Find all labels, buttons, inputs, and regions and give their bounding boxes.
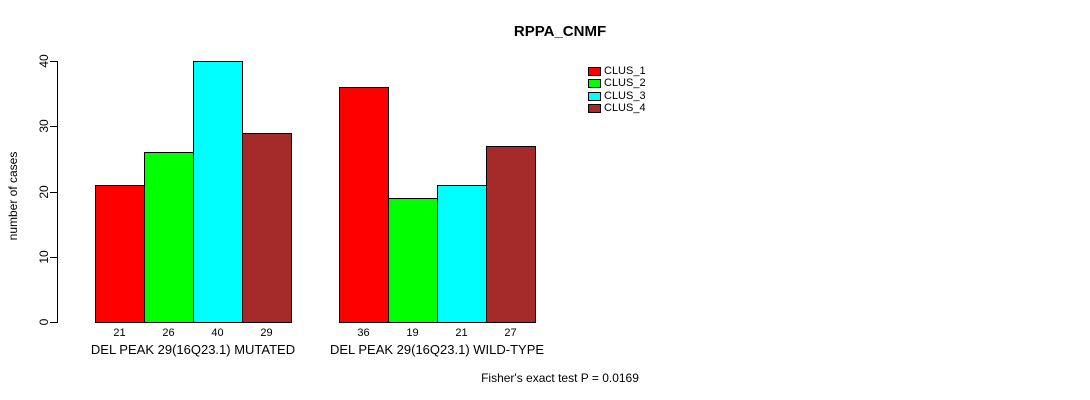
bar-clus_2-group1: [144, 152, 194, 323]
legend-swatch-clus_4: [588, 104, 601, 114]
y-axis-tick: [50, 61, 57, 62]
annotation-fisher-test: Fisher's exact test P = 0.0169: [481, 371, 639, 385]
bar-value-label: 26: [162, 327, 175, 339]
bar-clus_2-group2: [388, 198, 438, 323]
legend-label-clus_4: CLUS_4: [604, 102, 646, 115]
legend-swatch-clus_3: [588, 91, 601, 101]
bar-value-label: 21: [113, 327, 126, 339]
bar-value-label: 40: [211, 327, 224, 339]
y-axis-tick: [50, 126, 57, 128]
y-axis-tick: [50, 322, 57, 323]
bar-value-label: 29: [260, 327, 273, 339]
bar-clus_3-group1: [193, 61, 243, 323]
bar-clus_4-group1: [242, 133, 292, 323]
y-axis-tick-label: 30: [37, 119, 51, 133]
legend-label-clus_3: CLUS_3: [604, 89, 646, 102]
y-axis-tick: [50, 256, 57, 258]
y-axis-line: [57, 61, 58, 323]
bar-value-label: 19: [406, 327, 419, 339]
y-axis-tick-label: 20: [37, 184, 51, 199]
legend-label-clus_2: CLUS_2: [604, 77, 646, 90]
bar-value-label: 21: [455, 327, 468, 339]
chart-title: RPPA_CNMF: [513, 23, 607, 40]
bar-value-label: 27: [504, 327, 517, 339]
y-axis-tick-label: 0: [37, 318, 51, 326]
x-group-label: DEL PEAK 29(16Q23.1) WILD-TYPE: [329, 342, 545, 357]
bar-clus_3-group2: [437, 185, 487, 323]
legend-swatch-clus_1: [588, 67, 601, 76]
y-axis-tick: [50, 191, 57, 193]
bar-clus_4-group2: [486, 146, 536, 323]
y-axis-tick-label: 10: [37, 250, 51, 264]
bar-value-label: 36: [357, 327, 370, 339]
legend-swatch-clus_2: [588, 79, 601, 89]
bar-clus_1-group1: [95, 185, 145, 323]
legend-label-clus_1: CLUS_1: [604, 65, 646, 77]
x-group-label: DEL PEAK 29(16Q23.1) MUTATED: [90, 342, 296, 357]
bar-clus_1-group2: [339, 87, 389, 323]
y-axis-tick-label: 40: [37, 54, 51, 68]
